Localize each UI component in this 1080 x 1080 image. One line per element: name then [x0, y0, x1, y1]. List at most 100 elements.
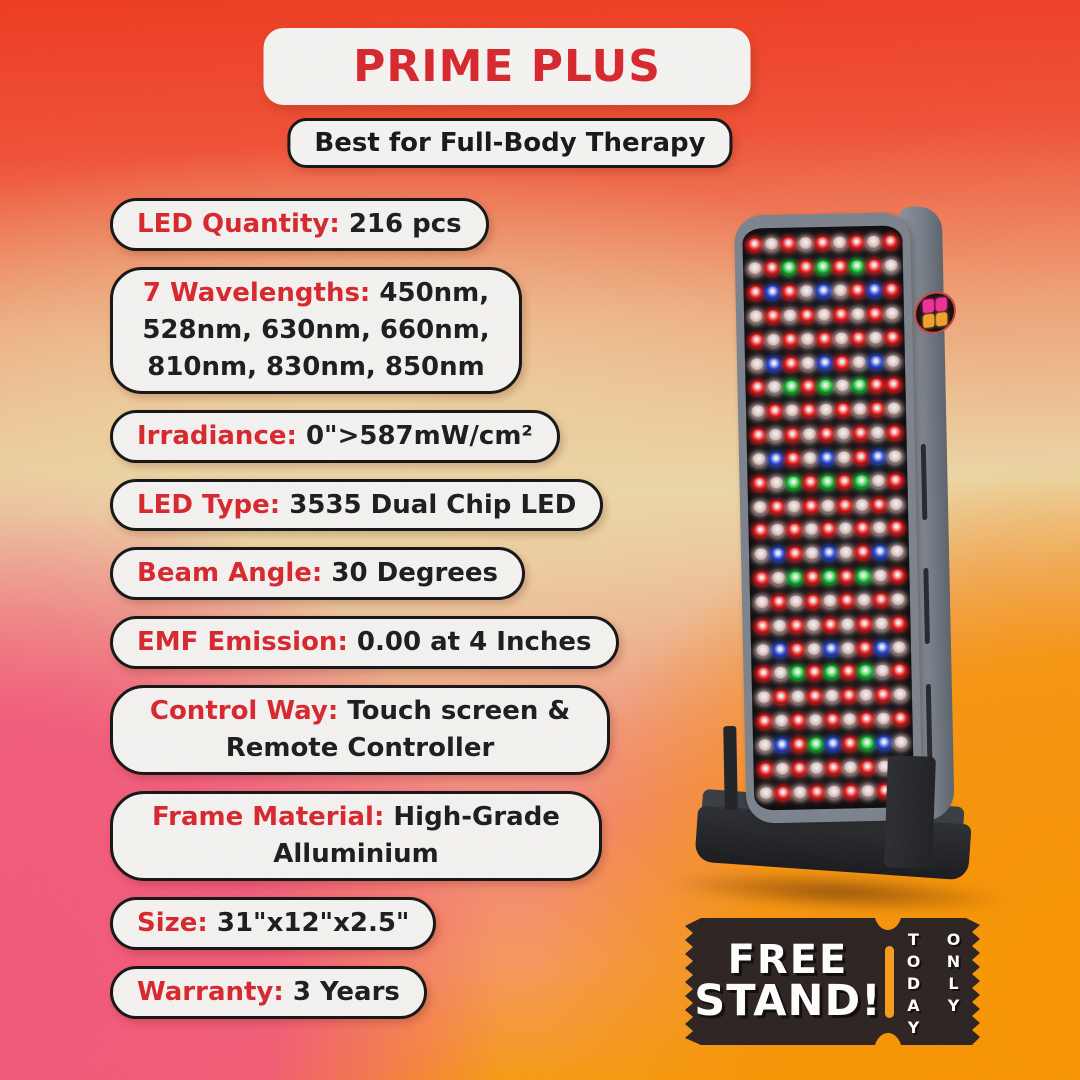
led-dot-icon: [784, 404, 799, 419]
led-dot-icon: [789, 619, 804, 633]
led-dot-icon: [834, 332, 849, 346]
control-button-icon: [922, 298, 934, 314]
led-dot-icon: [786, 476, 801, 490]
vent-slot: [920, 443, 928, 521]
led-dot-icon: [824, 666, 839, 680]
led-dot-icon: [888, 450, 903, 464]
led-dot-icon: [772, 643, 787, 657]
led-dot-icon: [853, 427, 868, 441]
led-dot-icon: [808, 714, 823, 728]
led-dot-icon: [876, 712, 891, 726]
free-stand-coupon: FREE STAND! TODAY ONLY: [685, 916, 980, 1047]
led-dot-icon: [823, 618, 838, 632]
led-dot-icon: [843, 784, 859, 799]
led-dot-icon: [839, 570, 854, 584]
led-dot-icon: [753, 548, 768, 562]
led-dot-icon: [750, 429, 766, 443]
led-dot-icon: [855, 498, 870, 512]
subtitle-pill: Best for Full-Body Therapy: [287, 118, 733, 168]
led-dot-icon: [875, 641, 890, 655]
led-dot-icon: [873, 545, 888, 560]
led-dot-icon: [819, 427, 834, 442]
spec-pill-beam-angle: Beam Angle: 30 Degrees: [110, 547, 526, 601]
led-dot-icon: [806, 642, 822, 656]
led-dot-icon: [773, 667, 788, 681]
led-dot-icon: [790, 690, 805, 704]
led-dot-icon: [801, 380, 816, 394]
led-dot-icon: [746, 238, 762, 252]
led-dot-icon: [854, 450, 869, 465]
led-dot-icon: [867, 283, 882, 298]
control-button-icon: [936, 312, 948, 327]
led-dot-icon: [872, 498, 887, 512]
led-dot-icon: [791, 738, 806, 752]
led-dot-icon: [754, 596, 769, 610]
led-dot-icon: [819, 451, 835, 465]
led-dot-icon: [815, 261, 831, 275]
led-dot-icon: [851, 307, 866, 322]
led-dot-icon: [818, 380, 833, 394]
led-dot-icon: [885, 307, 900, 321]
coupon-headline: FREE STAND!: [694, 920, 881, 1043]
led-dot-icon: [886, 354, 901, 369]
led-dot-icon: [835, 379, 850, 394]
led-dot-icon: [775, 762, 790, 776]
spec-label: 7 Wavelengths:: [142, 277, 371, 308]
led-dot-icon: [815, 237, 830, 251]
led-dot-icon: [809, 761, 824, 776]
led-dot-icon: [854, 474, 869, 489]
led-dot-icon: [821, 546, 837, 561]
led-dot-icon: [855, 522, 870, 536]
spec-label: Frame Material:: [152, 802, 385, 833]
led-dot-icon: [856, 546, 871, 560]
led-dot-icon: [822, 594, 838, 608]
spec-value: 3535 Dual Chip LED: [289, 489, 577, 520]
led-dot-icon: [757, 762, 773, 777]
coupon-tag-only: ONLY: [944, 930, 963, 1018]
product-title: PRIME PLUS: [353, 41, 661, 92]
led-dot-icon: [781, 237, 796, 252]
led-dot-icon: [840, 641, 856, 656]
led-dot-icon: [801, 404, 817, 418]
led-dot-icon: [826, 761, 841, 775]
control-button-icon: [935, 297, 947, 312]
led-dot-icon: [802, 452, 818, 466]
led-dot-icon: [873, 569, 888, 584]
led-dot-icon: [838, 546, 854, 560]
spec-label: LED Type:: [137, 489, 281, 520]
led-dot-icon: [850, 284, 865, 298]
spec-pill-frame-material: Frame Material: High-Grade Alluminium: [110, 791, 602, 881]
led-dot-icon: [834, 356, 850, 370]
led-dot-icon: [803, 499, 819, 513]
led-dot-icon: [757, 739, 772, 753]
spec-label: Beam Angle:: [137, 558, 323, 589]
led-dot-icon: [782, 309, 797, 323]
led-dot-icon: [767, 405, 782, 419]
led-dot-icon: [891, 593, 906, 607]
led-dot-icon: [805, 571, 820, 585]
led-dot-icon: [800, 332, 815, 347]
led-dot-icon: [842, 737, 858, 751]
led-dot-icon: [889, 521, 905, 536]
spec-value: 216 pcs: [348, 209, 462, 239]
led-dot-icon: [835, 403, 851, 417]
led-dot-icon: [883, 235, 899, 250]
led-dot-icon: [833, 308, 849, 322]
led-dot-icon: [893, 712, 909, 726]
spec-pill-led-type: LED Type: 3535 Dual Chip LED: [110, 478, 604, 532]
led-dot-icon: [866, 236, 881, 250]
control-button-icon: [923, 313, 935, 329]
vent-slot: [925, 683, 933, 761]
led-dot-icon: [792, 762, 807, 776]
led-dot-icon: [751, 453, 766, 467]
led-dot-icon: [822, 570, 837, 585]
ticket-slot-icon: [885, 946, 894, 1018]
led-dot-icon: [749, 357, 764, 372]
led-dot-icon: [891, 617, 907, 631]
led-dot-icon: [856, 570, 871, 584]
led-dot-icon: [772, 619, 787, 633]
spec-value: 30 Degrees: [331, 558, 499, 589]
led-dot-icon: [769, 476, 784, 490]
led-dot-icon: [809, 785, 825, 799]
product-image: [664, 198, 1011, 920]
